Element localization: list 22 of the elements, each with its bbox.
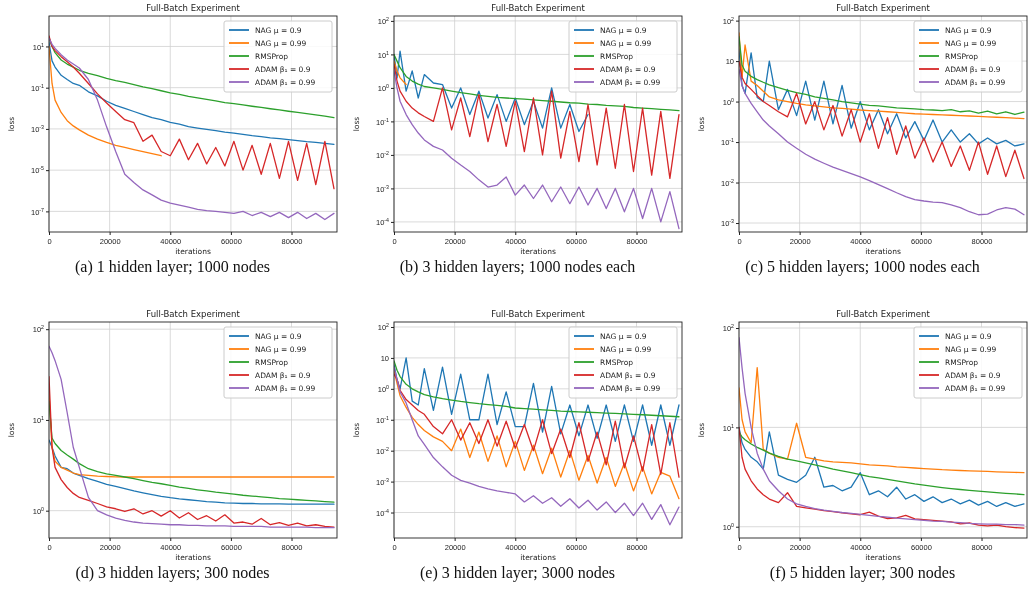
- text: (c) 5 hidden layers; 1000 nodes each: [745, 258, 980, 276]
- line-series: [394, 373, 680, 478]
- line-series: [739, 431, 1025, 496]
- line-series: [394, 53, 680, 112]
- chart-title: Full-Batch Experiment: [146, 3, 241, 13]
- line-series: [739, 366, 1025, 474]
- line-series: [49, 37, 335, 221]
- chart-title: Full-Batch Experiment: [491, 309, 586, 319]
- chart-title: Full-Batch Experiment: [836, 309, 931, 319]
- chart-title: Full-Batch Experiment: [836, 3, 931, 13]
- chart-title: Full-Batch Experiment: [491, 3, 586, 13]
- text: (b) 3 hidden layers; 1000 nodes each: [399, 258, 636, 276]
- text: (e) 3 hidden layer; 3000 nodes: [419, 564, 616, 582]
- line-series: [49, 439, 335, 505]
- text: (a) 1 hidden layer; 1000 nodes: [74, 258, 271, 276]
- text: (d) 3 hidden layers; 300 nodes: [75, 564, 270, 582]
- line-series: [394, 357, 680, 446]
- text: (f) 5 hidden layer; 300 nodes: [769, 564, 956, 582]
- chart-title: Full-Batch Experiment: [146, 309, 241, 319]
- line-series: [394, 360, 680, 418]
- line-series: [394, 50, 589, 133]
- line-series: [49, 345, 335, 529]
